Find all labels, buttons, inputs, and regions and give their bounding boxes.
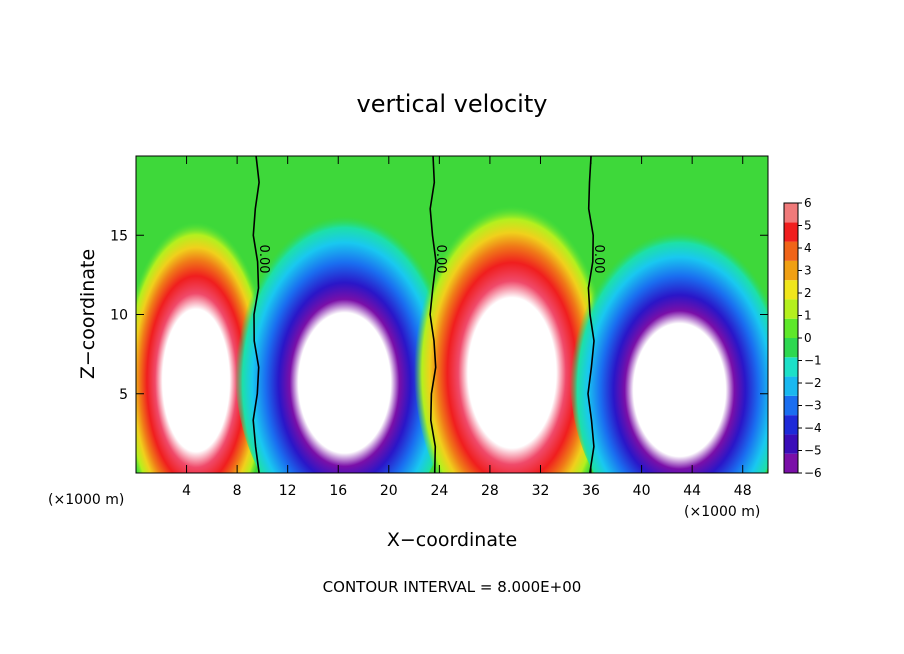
colorbar-label: 1 (804, 309, 812, 323)
plot-area: 0.00 0.00 0.00 (136, 156, 768, 473)
cell-4-downdraft (569, 215, 768, 473)
x-unit-right: (×1000 m) (684, 504, 760, 520)
x-tick-label: 8 (233, 483, 242, 499)
colorbar-label: 3 (804, 264, 812, 278)
colorbar-label: −4 (804, 421, 822, 435)
zero-contour-1 (252, 156, 260, 473)
colorbar-label: 5 (804, 219, 812, 233)
zero-contour-label: 0.00 (433, 245, 448, 274)
zero-contour-label: 0.00 (591, 245, 606, 274)
x-tick-label: 44 (683, 483, 701, 499)
zero-contour-3 (587, 156, 595, 473)
y-tick-label: 15 (110, 228, 128, 244)
y-axis: 5 10 15 (110, 228, 768, 403)
colorbar-swatch (784, 357, 798, 377)
x-unit-left: (×1000 m) (48, 492, 124, 508)
colorbar-swatch (784, 434, 798, 454)
zero-contour-label: 0.00 (256, 245, 271, 274)
x-tick-label: 20 (380, 483, 398, 499)
contour-interval-label: CONTOUR INTERVAL = 8.000E+00 (323, 578, 582, 596)
chart-title: vertical velocity (357, 90, 548, 118)
colorbar-swatch (784, 260, 798, 281)
colorbar-label: −1 (804, 354, 822, 368)
x-tick-label: 4 (182, 483, 191, 499)
colorbar-swatch (784, 453, 798, 473)
x-tick-label: 16 (329, 483, 347, 499)
colorbar-label: −5 (804, 444, 822, 458)
x-tick-label: 48 (734, 483, 752, 499)
x-tick-label: 36 (582, 483, 600, 499)
cell-1-updraft (136, 215, 271, 473)
colorbar-swatch (784, 222, 798, 242)
colorbar: 6 5 4 3 2 1 0 −1 −2 −3 −4 −5 −6 (783, 196, 822, 480)
colorbar-label: 2 (804, 286, 812, 300)
colorbar-swatch (784, 280, 798, 300)
x-tick-label: 24 (430, 483, 448, 499)
x-axis: 4 8 12 16 20 24 28 32 36 40 44 48 (182, 156, 752, 499)
y-tick-label: 5 (119, 387, 128, 403)
x-tick-label: 12 (279, 483, 297, 499)
colorbar-swatch (784, 338, 798, 358)
cell-3-updraft (414, 199, 610, 473)
colorbar-label: 4 (804, 241, 812, 255)
cell-2-downdraft (234, 199, 455, 473)
x-tick-label: 40 (633, 483, 651, 499)
x-axis-label: X−coordinate (387, 529, 517, 551)
colorbar-label: 0 (804, 331, 812, 345)
colorbar-label: −6 (804, 466, 822, 480)
zero-contour-2 (429, 156, 437, 473)
x-tick-label: 28 (481, 483, 499, 499)
x-tick-label: 32 (532, 483, 550, 499)
colorbar-label: 6 (804, 196, 812, 210)
colorbar-swatch (784, 299, 798, 319)
y-axis-label: Z−coordinate (77, 249, 99, 379)
y-tick-label: 10 (110, 308, 128, 324)
colorbar-swatch (784, 241, 798, 261)
colorbar-swatch (784, 318, 798, 338)
colorbar-label: −2 (804, 376, 822, 390)
colorbar-label: −3 (804, 399, 822, 413)
colorbar-swatch (784, 376, 798, 396)
colorbar-swatch (784, 395, 798, 416)
colorbar-swatch (784, 415, 798, 435)
colorbar-swatch (784, 203, 798, 223)
